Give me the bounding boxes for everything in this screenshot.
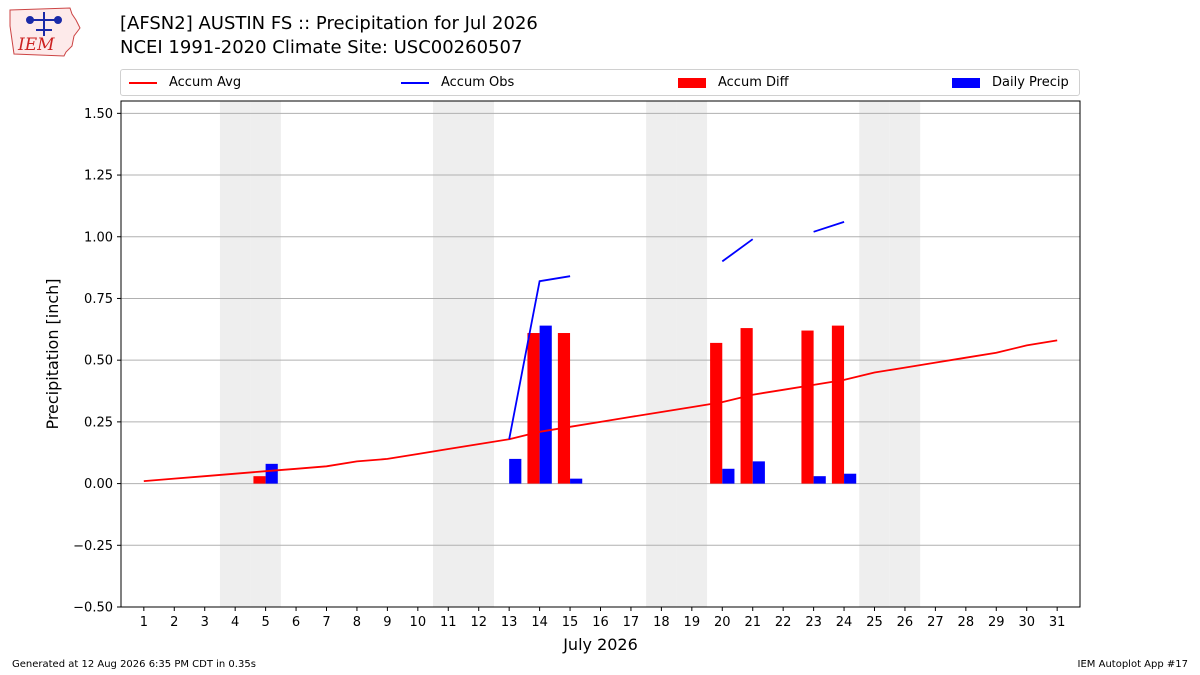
- lines-layer: [143, 221, 1058, 482]
- weekend-shading-layer: [219, 101, 921, 607]
- x-tick-label: 29: [988, 615, 1005, 630]
- x-tick-label: 7: [322, 615, 330, 630]
- legend-item-accum-obs: Accum Obs: [401, 70, 514, 95]
- x-tick-label: 8: [353, 615, 361, 630]
- y-tick-label: 1.50: [84, 107, 113, 122]
- x-tick-label: 16: [592, 615, 609, 630]
- chart-title: [AFSN2] AUSTIN FS :: Precipitation for J…: [120, 13, 538, 34]
- x-tick-label: 12: [470, 615, 487, 630]
- accum-diff-bar-day-20: [710, 342, 723, 484]
- accum-avg-line: [143, 339, 1058, 482]
- y-tick-label: 0.00: [84, 477, 113, 492]
- bars-layer: [253, 325, 857, 484]
- accum-obs-line-segment-3: [813, 221, 845, 233]
- accum-diff-bar-day-23: [801, 330, 814, 484]
- accum-obs-line-segment-1: [508, 275, 571, 440]
- chart-subtitle: NCEI 1991-2020 Climate Site: USC00260507: [120, 37, 523, 58]
- legend-swatch-accum-avg: [129, 81, 157, 84]
- x-tick-label: 19: [684, 615, 701, 630]
- weather-station-icon: [26, 12, 62, 36]
- daily-precip-bar-day-24: [844, 473, 857, 484]
- y-tick-label: 0.75: [84, 292, 113, 307]
- x-tick-label: 14: [531, 615, 548, 630]
- legend-label-accum-diff: Accum Diff: [718, 75, 789, 90]
- legend-item-daily-precip: Daily Precip: [952, 70, 1069, 95]
- x-tick-label: 11: [440, 615, 457, 630]
- legend-label-accum-obs: Accum Obs: [441, 75, 515, 90]
- y-tick-label: 1.25: [84, 169, 113, 184]
- x-tick-label: 25: [866, 615, 883, 630]
- x-tick-label: 28: [958, 615, 975, 630]
- weekend-shade-day-4: [219, 101, 251, 607]
- x-tick-label: 21: [744, 615, 761, 630]
- legend-swatch-accum-obs: [401, 81, 429, 84]
- x-tick-label: 5: [261, 615, 269, 630]
- x-tick-label: 20: [714, 615, 731, 630]
- generated-timestamp: Generated at 12 Aug 2026 6:35 PM CDT in …: [12, 659, 256, 670]
- accum-diff-bar-day-21: [740, 328, 753, 484]
- chart-legend: Accum Avg Accum Obs Accum Diff Daily Pre…: [120, 69, 1080, 96]
- x-axis-ticks: 1 2 3 4 5 6 7 8 9 10 11 12 13 14 15 16 17 18 19 20 21 22 23 24 2…: [140, 607, 1066, 630]
- x-tick-label: 30: [1018, 615, 1035, 630]
- daily-precip-bar-day-21: [752, 461, 765, 484]
- x-tick-label: 13: [501, 615, 518, 630]
- x-tick-label: 6: [292, 615, 300, 630]
- x-tick-label: 17: [623, 615, 640, 630]
- weekend-shade-day-12: [463, 101, 494, 607]
- y-tick-label: 0.50: [84, 354, 113, 369]
- daily-precip-bar-day-23: [813, 476, 826, 484]
- legend-swatch-daily-precip: [952, 77, 980, 88]
- x-axis-label: July 2026: [562, 635, 638, 654]
- daily-precip-bar-day-14: [539, 325, 552, 484]
- legend-item-accum-avg: Accum Avg: [129, 70, 241, 95]
- x-tick-label: 9: [383, 615, 391, 630]
- iem-logo: IEM: [9, 7, 81, 57]
- y-tick-label: 0.25: [84, 415, 113, 430]
- accum-diff-bar-day-24: [831, 325, 845, 484]
- y-tick-label: 1.00: [84, 230, 113, 245]
- x-tick-label: 18: [653, 615, 670, 630]
- x-tick-label: 26: [897, 615, 914, 630]
- accum-obs-line-segment-2: [721, 238, 754, 263]
- accum-diff-bar-day-5: [253, 476, 266, 484]
- daily-precip-bar-day-15: [570, 478, 583, 484]
- x-tick-label: 27: [927, 615, 944, 630]
- app-credit: IEM Autoplot App #17: [1077, 659, 1188, 670]
- x-tick-label: 24: [836, 615, 853, 630]
- x-tick-label: 23: [805, 615, 822, 630]
- legend-label-daily-precip: Daily Precip: [992, 75, 1069, 90]
- y-axis-ticks: −0.50 −0.25 0.00 0.25 0.50 0.75 1.00 1.25 1.50: [73, 107, 121, 616]
- daily-precip-bar-day-5: [265, 463, 278, 484]
- y-tick-label: −0.25: [73, 539, 113, 554]
- x-tick-label: 4: [231, 615, 239, 630]
- y-tick-label: −0.50: [73, 601, 113, 616]
- legend-item-accum-diff: Accum Diff: [678, 70, 789, 95]
- x-tick-label: 22: [775, 615, 792, 630]
- x-tick-label: 10: [410, 615, 427, 630]
- legend-swatch-accum-diff: [678, 77, 706, 88]
- daily-precip-bar-day-20: [722, 468, 735, 484]
- x-tick-label: 1: [140, 615, 148, 630]
- accum-diff-bar-day-14: [527, 333, 540, 484]
- x-tick-label: 2: [170, 615, 178, 630]
- legend-label-accum-avg: Accum Avg: [169, 75, 242, 90]
- x-tick-label: 3: [201, 615, 209, 630]
- accum-diff-bar-day-15: [557, 333, 571, 484]
- x-tick-label: 15: [562, 615, 579, 630]
- weekend-shade-day-5: [250, 101, 281, 607]
- x-tick-label: 31: [1049, 615, 1066, 630]
- y-axis-label: Precipitation [inch]: [43, 278, 62, 429]
- weekend-shade-day-25: [859, 101, 890, 607]
- weekend-shade-day-19: [676, 101, 708, 607]
- weekend-shade-day-11: [433, 101, 464, 607]
- daily-precip-bar-day-13: [509, 458, 522, 484]
- weekend-shade-day-26: [889, 101, 921, 607]
- weekend-shade-day-18: [646, 101, 677, 607]
- logo-text: IEM: [17, 35, 55, 55]
